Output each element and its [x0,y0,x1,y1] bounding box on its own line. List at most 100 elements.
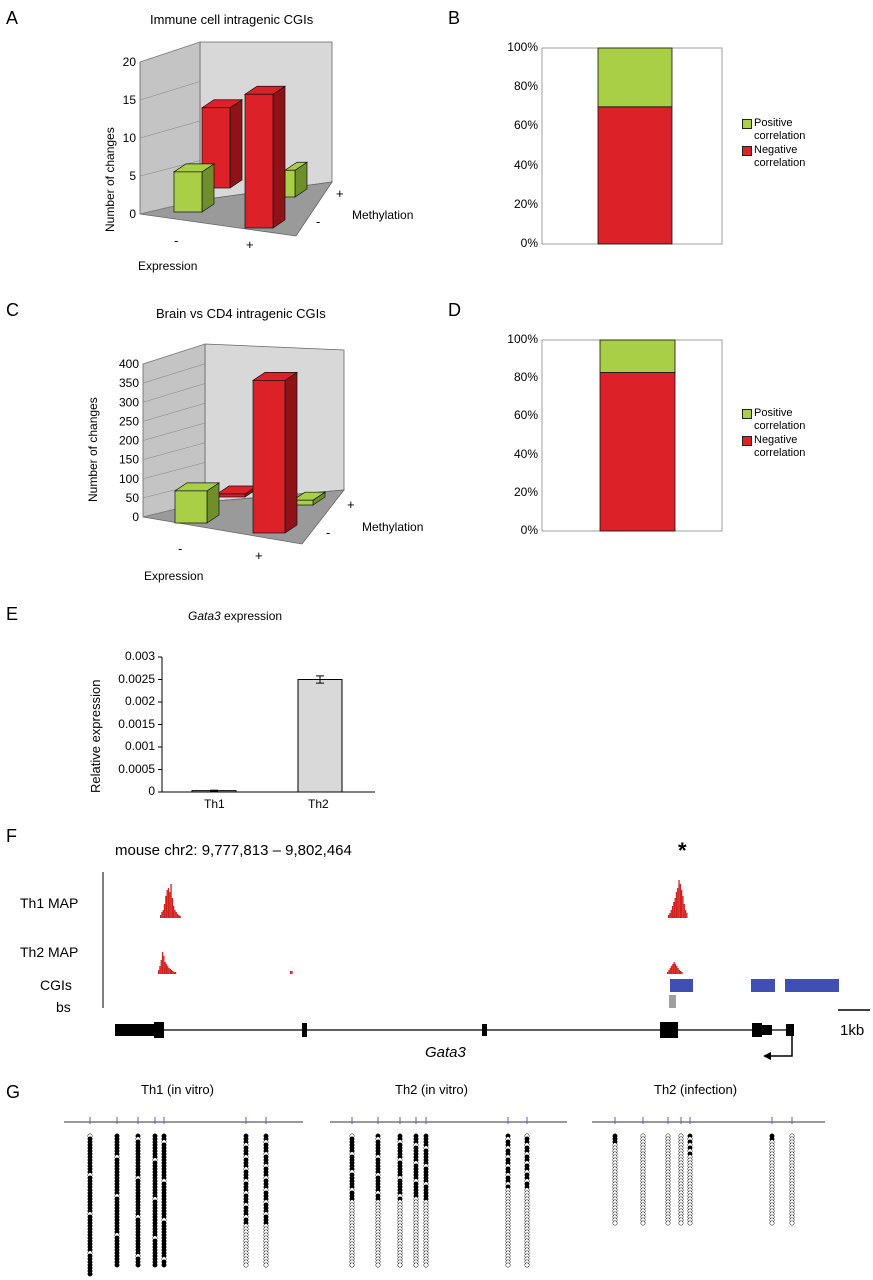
lollipop-group [592,1117,825,1226]
y-tick-label: 50 [126,491,140,505]
unmethylated-cpg [687,1220,693,1226]
chart-e-title: Gata3 expression [188,609,283,623]
cpg-column [375,1133,381,1268]
cpg-column [87,1133,93,1277]
legend-swatch-negative [742,146,752,156]
methylated-cpg [152,1262,158,1268]
y-tick-label: 150 [119,453,139,467]
gene-exon [115,1024,155,1036]
gene-exon [660,1022,678,1038]
legend-label-negative: Negative correlation [754,434,806,459]
methylated-cpg [87,1271,93,1277]
bar [297,679,343,793]
group-title-th1-in-vitro: Th1 (in vitro) [141,1082,214,1097]
y-tick-label: 20% [513,196,538,211]
unmethylated-cpg [505,1262,511,1268]
chart-a: 0 5 10 15 20 [123,41,333,237]
legend-swatch-positive [742,409,752,419]
y-tick-label: 100% [507,40,538,54]
y-tick-label: 0.0025 [118,671,155,686]
scale-bar-label: 1kb [840,1022,865,1039]
panel-letter-e: E [6,604,19,624]
y-tick-label: 80% [513,370,538,385]
y-tick-label: 350 [119,376,139,390]
chart-b [541,47,723,245]
track-label-cgis: CGIs [40,977,72,993]
cpg-column [135,1133,141,1268]
legend-label-positive: Positive correlation [754,117,806,142]
cpg-column [263,1133,269,1268]
th2-peak-3 [667,962,683,974]
chart-a-xlabel: Expression [138,259,198,273]
y-tick-label: 20% [513,484,538,499]
chart-a-zlabel: Methylation [352,208,414,222]
chart-c-ztick-minus: - [326,525,331,540]
unmethylated-cpg [349,1262,355,1268]
chart-e [158,656,375,793]
group-title-th2-in-vitro: Th2 (in vitro) [395,1082,468,1097]
y-tick-label: 400 [119,357,139,371]
unmethylated-cpg [612,1220,618,1226]
group-title-th2-infection: Th2 (infection) [654,1082,738,1097]
y-tick-label: 60% [513,408,538,423]
tss-arrowhead [763,1052,771,1060]
th1-peak-2 [668,880,688,918]
chart-a-title: Immune cell intragenic CGIs [150,12,314,27]
y-tick-label: 60% [513,118,538,133]
asterisk-marker: * [678,838,687,863]
th2-peak-1 [158,952,177,974]
lollipop-group [330,1117,567,1268]
panel-letter-b: B [448,8,461,28]
chart-a-xtick-plus: + [246,237,254,252]
chart-c: 0 50 100 150 200 250 300 350 400 [119,343,345,545]
bar-3d [243,85,287,229]
y-tick-label: 0% [520,236,538,250]
methylated-cpg [114,1262,120,1268]
chart-a-ztick-plus: + [336,186,344,201]
cpg-column [769,1133,775,1226]
cpg-column [789,1133,795,1226]
bar-negative-correlation [599,372,676,532]
cpg-column [505,1133,511,1268]
legend-swatch-positive [742,119,752,129]
unmethylated-cpg [263,1262,269,1268]
methylated-cpg [135,1262,141,1268]
bar-positive-correlation [599,339,676,373]
cgi-block [785,979,839,992]
cpg-column [640,1133,646,1226]
y-tick-label: 10 [123,131,137,145]
panel-letter-f: F [6,826,17,846]
gene-exon [302,1023,307,1037]
panel-letter-d: D [448,300,461,320]
gene-exon [762,1025,772,1035]
y-tick-label: 100% [507,332,538,346]
gene-exon [752,1023,762,1037]
genome-browser-tracks [102,872,870,1060]
map-peaks [158,880,688,974]
legend-label-negative: Negative correlation [754,144,806,169]
gene-exon [786,1024,794,1036]
gene-exon [482,1024,487,1036]
y-tick-label: 0.001 [124,739,155,753]
chart-a-xtick-minus: - [174,233,179,248]
y-tick-label: 0 [132,510,139,524]
y-tick-label: 5 [129,169,136,183]
y-tick-label: 40% [513,446,538,461]
track-label-th1-map: Th1 MAP [20,895,79,911]
y-tick-label: 300 [119,395,139,409]
cpg-column [161,1133,167,1268]
th1-peak-1 [160,884,181,918]
cpg-column [665,1133,671,1226]
panel-letter-a: A [6,8,19,28]
cpg-column [678,1133,684,1226]
chart-e-xtick-th2: Th2 [308,797,329,811]
y-tick-label: 0.0005 [118,761,155,776]
track-label-th2-map: Th2 MAP [20,944,79,960]
y-tick-label: 0% [520,523,538,537]
unmethylated-cpg [769,1220,775,1226]
y-tick-label: 20 [123,55,137,69]
genome-coordinates: mouse chr2: 9,777,813 – 9,802,464 [115,842,352,859]
bar-3d [251,371,299,534]
unmethylated-cpg [423,1262,429,1268]
chart-a-ztick-minus: - [316,214,321,229]
